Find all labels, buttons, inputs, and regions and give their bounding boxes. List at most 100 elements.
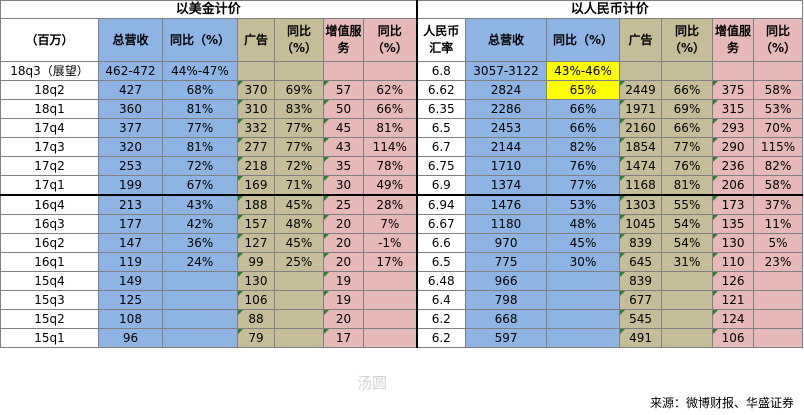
rmb-revenue-cell: 2453 — [465, 118, 548, 138]
usd-revenue-cell: 377 — [98, 118, 163, 138]
rmb-ads-cell: 839 — [619, 233, 663, 253]
fx-rate-cell: 6.94 — [415, 194, 467, 215]
rmb-ads-cell: 645 — [619, 252, 663, 272]
rmb-ads-yoy-cell: 66% — [661, 80, 714, 100]
rmb-ads-yoy-cell: 31% — [661, 252, 714, 272]
rmb-revenue-cell: 1374 — [465, 175, 548, 196]
usd-ads-yoy-cell: 77% — [274, 137, 324, 157]
rmb-revenue-yoy-cell: 82% — [546, 137, 621, 157]
fx-rate-header: 人民币汇率 — [415, 18, 467, 62]
rmb-revenue-cell: 2824 — [465, 80, 548, 100]
rmb-ads-cell: 1474 — [619, 156, 663, 176]
rmb-revenue-yoy-header: 同比（%） — [546, 18, 621, 62]
rmb-vas-yoy-cell: 82% — [753, 156, 804, 176]
rmb-ads-yoy-cell: 81% — [661, 175, 714, 196]
rmb-revenue-yoy-cell — [546, 290, 621, 310]
fx-rate-cell: 6.35 — [415, 99, 467, 119]
rmb-vas-yoy-cell: 53% — [753, 99, 804, 119]
rmb-vas-yoy-cell — [753, 61, 804, 81]
rmb-vas-yoy-cell: 115% — [753, 137, 804, 157]
usd-vas-cell: 19 — [323, 271, 364, 291]
usd-revenue-yoy-cell: 42% — [162, 214, 238, 234]
usd-ads-cell: 157 — [237, 214, 275, 234]
usd-ads-yoy-cell — [274, 290, 324, 310]
rmb-ads-cell: 1045 — [619, 214, 663, 234]
usd-vas-cell: 43 — [323, 137, 364, 157]
rmb-revenue-yoy-cell — [546, 328, 621, 348]
usd-vas-yoy-cell: 49% — [362, 175, 418, 196]
group-header-row: 以美金计价 以人民币计价 — [0, 0, 804, 19]
usd-ads-yoy-cell: 25% — [274, 252, 324, 272]
table-row: 17q1 199 67% 169 71% 30 49% 6.9 1374 77% 1168 81% 20… — [0, 175, 804, 196]
rmb-vas-cell: 110 — [712, 252, 755, 272]
rmb-ads-cell: 2160 — [619, 118, 663, 138]
fx-rate-cell: 6.2 — [415, 309, 467, 329]
usd-revenue-yoy-cell: 72% — [162, 156, 238, 176]
usd-ads-header: 广告 — [237, 18, 275, 62]
usd-revenue-header: 总营收 — [98, 18, 163, 62]
rmb-ads-yoy-cell — [661, 328, 714, 348]
usd-revenue-yoy-cell: 81% — [162, 99, 238, 119]
fx-rate-cell: 6.2 — [415, 328, 467, 348]
usd-ads-cell: 99 — [237, 252, 275, 272]
usd-vas-cell: 20 — [323, 233, 364, 253]
usd-vas-cell: 25 — [323, 194, 364, 215]
usd-vas-header: 增值服务 — [323, 18, 364, 62]
rmb-ads-yoy-cell: 66% — [661, 118, 714, 138]
usd-ads-yoy-cell: 77% — [274, 118, 324, 138]
usd-vas-cell: 57 — [323, 80, 364, 100]
rmb-revenue-yoy-cell: 43%-46% — [546, 61, 621, 81]
usd-vas-yoy-cell: 17% — [362, 252, 418, 272]
table-row: 15q4 149 130 19 6.48 966 839 126 — [0, 271, 804, 291]
period-cell: 15q1 — [0, 328, 99, 348]
column-header-row: （百万） 总营收 同比（%） 广告 同比（%） 增值服务 同比（%） 人民币汇率… — [0, 18, 804, 62]
usd-vas-yoy-cell: 66% — [362, 99, 418, 119]
usd-ads-yoy-cell — [274, 61, 324, 81]
table-row: 17q4 377 77% 332 77% 45 81% 6.5 2453 66% 2160 66% 29… — [0, 118, 804, 138]
usd-revenue-cell: 427 — [98, 80, 163, 100]
period-cell: 16q2 — [0, 233, 99, 253]
rmb-revenue-yoy-cell — [546, 309, 621, 329]
rmb-ads-yoy-cell — [661, 290, 714, 310]
table-row: 18q2 427 68% 370 69% 57 62% 6.62 2824 65% 2449 66% 3… — [0, 80, 804, 100]
usd-revenue-cell: 119 — [98, 252, 163, 272]
rmb-vas-yoy-cell — [753, 290, 804, 310]
rmb-revenue-yoy-cell: 45% — [546, 233, 621, 253]
usd-ads-yoy-cell — [274, 328, 324, 348]
usd-ads-yoy-cell: 71% — [274, 175, 324, 196]
rmb-ads-yoy-cell: 76% — [661, 156, 714, 176]
rmb-vas-cell: 206 — [712, 175, 755, 196]
usd-ads-cell: 79 — [237, 328, 275, 348]
rmb-vas-cell: 315 — [712, 99, 755, 119]
rmb-revenue-cell: 597 — [465, 328, 548, 348]
usd-revenue-cell: 177 — [98, 214, 163, 234]
rmb-vas-yoy-header: 同比（%） — [753, 18, 804, 62]
rmb-revenue-cell: 1710 — [465, 156, 548, 176]
rmb-vas-yoy-cell: 58% — [753, 175, 804, 196]
period-cell: 15q2 — [0, 309, 99, 329]
rmb-ads-yoy-cell: 55% — [661, 194, 714, 215]
financial-table: 以美金计价 以人民币计价 （百万） 总营收 同比（%） 广告 同比（%） 增值服… — [0, 0, 804, 348]
usd-vas-cell: 50 — [323, 99, 364, 119]
rmb-revenue-yoy-cell: 77% — [546, 175, 621, 196]
usd-revenue-cell: 199 — [98, 175, 163, 196]
rmb-vas-cell: 124 — [712, 309, 755, 329]
period-cell: 17q1 — [0, 175, 99, 196]
usd-vas-cell: 30 — [323, 175, 364, 196]
rmb-vas-cell — [712, 61, 755, 81]
usd-revenue-cell: 125 — [98, 290, 163, 310]
usd-revenue-cell: 462-472 — [98, 61, 163, 81]
usd-revenue-yoy-cell — [162, 271, 238, 291]
rmb-vas-yoy-cell: 58% — [753, 80, 804, 100]
rmb-revenue-cell: 798 — [465, 290, 548, 310]
usd-ads-cell: 88 — [237, 309, 275, 329]
period-header: （百万） — [0, 18, 99, 62]
rmb-revenue-yoy-cell: 76% — [546, 156, 621, 176]
fx-rate-cell: 6.62 — [415, 80, 467, 100]
rmb-vas-yoy-cell — [753, 328, 804, 348]
usd-ads-yoy-header: 同比（%） — [274, 18, 324, 62]
table-row: 18q3（展望） 462-472 44%-47% 6.8 3057-3122 43%-46… — [0, 61, 804, 81]
table-row: 16q4 213 43% 188 45% 25 28% 6.94 1476 53% 1303 55% 1… — [0, 194, 804, 215]
usd-revenue-yoy-cell: 67% — [162, 175, 238, 196]
period-cell: 15q3 — [0, 290, 99, 310]
